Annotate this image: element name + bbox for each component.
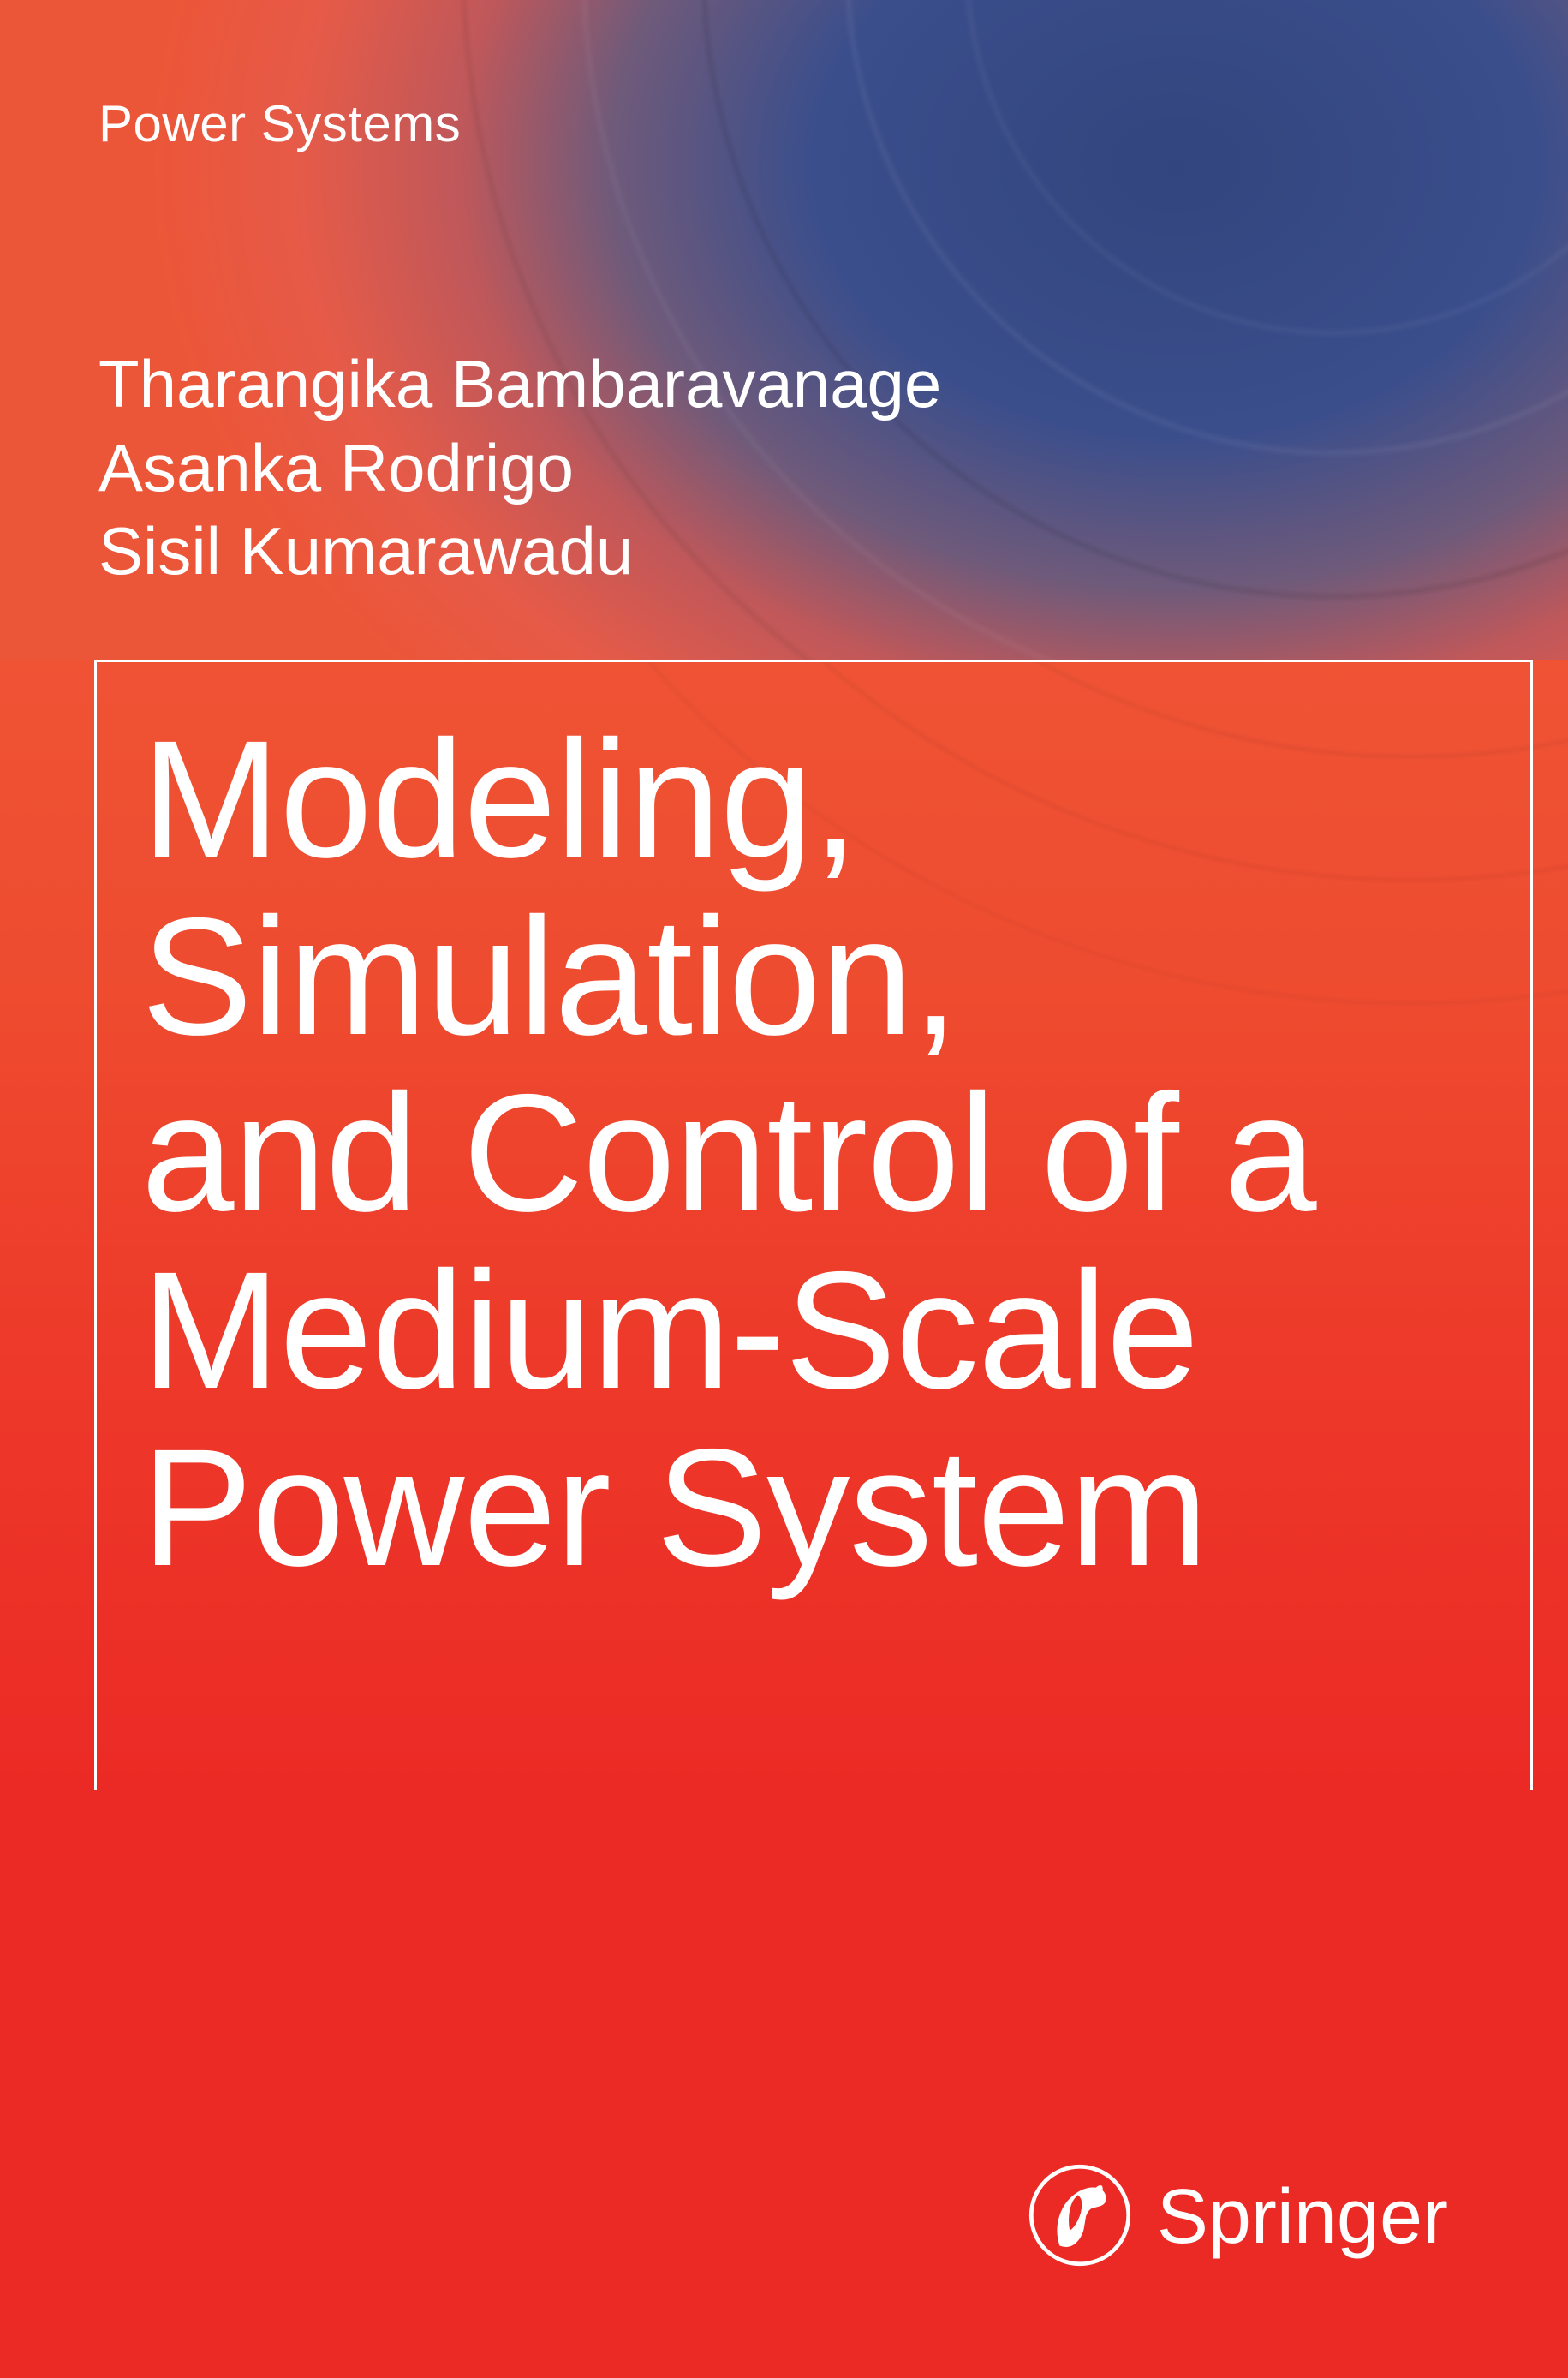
author-2: Asanka Rodrigo xyxy=(98,427,941,511)
author-1: Tharangika Bambaravanage xyxy=(98,343,941,427)
book-cover: Power Systems Tharangika Bambaravanage A… xyxy=(0,0,1568,2378)
publisher-name: Springer xyxy=(1157,2173,1448,2261)
series-label: Power Systems xyxy=(98,94,461,153)
title-line-5: Power System xyxy=(141,1419,1316,1597)
title-line-2: Simulation, xyxy=(141,888,1316,1066)
title-line-1: Modeling, xyxy=(141,711,1316,888)
book-title: Modeling, Simulation, and Control of a M… xyxy=(141,711,1316,1596)
title-line-4: Medium-Scale xyxy=(141,1242,1316,1419)
title-line-3: and Control of a xyxy=(141,1065,1316,1242)
springer-horse-icon xyxy=(1028,2160,1131,2275)
bottom-solid-band xyxy=(0,1790,1568,2378)
author-3: Sisil Kumarawadu xyxy=(98,510,941,594)
publisher-block: Springer xyxy=(1028,2160,1448,2275)
author-block: Tharangika Bambaravanage Asanka Rodrigo … xyxy=(98,343,941,594)
